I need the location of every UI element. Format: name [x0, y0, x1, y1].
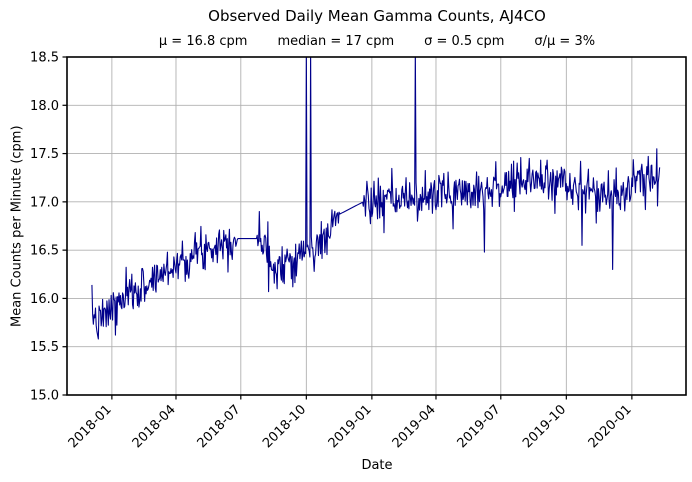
x-tick-label: 2018-10 — [260, 402, 309, 451]
y-tick-label: 17.5 — [30, 147, 59, 162]
x-tick-label: 2019-07 — [455, 402, 504, 451]
y-tick-label: 18.0 — [30, 99, 59, 114]
axes-spines — [66, 56, 687, 396]
x-tick-label: 2019-01 — [326, 402, 375, 451]
x-tick-label: 2020-01 — [586, 402, 635, 451]
y-axis-label: Mean Counts per Minute (cpm) — [9, 125, 25, 327]
stat-median: median = 17 cpm — [277, 34, 395, 49]
y-tick-label: 15.0 — [30, 389, 59, 404]
y-tick-label: 17.0 — [30, 195, 59, 210]
y-tick-label: 16.0 — [30, 292, 59, 307]
stat-sigma: σ = 0.5 cpm — [424, 34, 505, 49]
chart-title: Observed Daily Mean Gamma Counts, AJ4CO — [208, 7, 546, 25]
y-tick-label: 18.5 — [30, 51, 59, 66]
data-line — [91, 57, 661, 340]
x-tick-label: 2018-07 — [195, 402, 244, 451]
y-tick-label: 16.5 — [30, 244, 59, 259]
stat-sigma-over-mu: σ/μ = 3% — [534, 34, 596, 49]
x-tick-label: 2019-04 — [390, 402, 439, 451]
x-tick-label: 2018-01 — [66, 402, 115, 451]
stats-line: μ = 16.8 cpm median = 17 cpm σ = 0.5 cpm… — [67, 34, 687, 49]
y-tick-label: 15.5 — [30, 340, 59, 355]
x-tick-label: 2018-04 — [130, 402, 179, 451]
stat-mu: μ = 16.8 cpm — [158, 34, 248, 49]
x-axis-label: Date — [361, 458, 393, 473]
x-tick-label: 2019-10 — [520, 402, 569, 451]
